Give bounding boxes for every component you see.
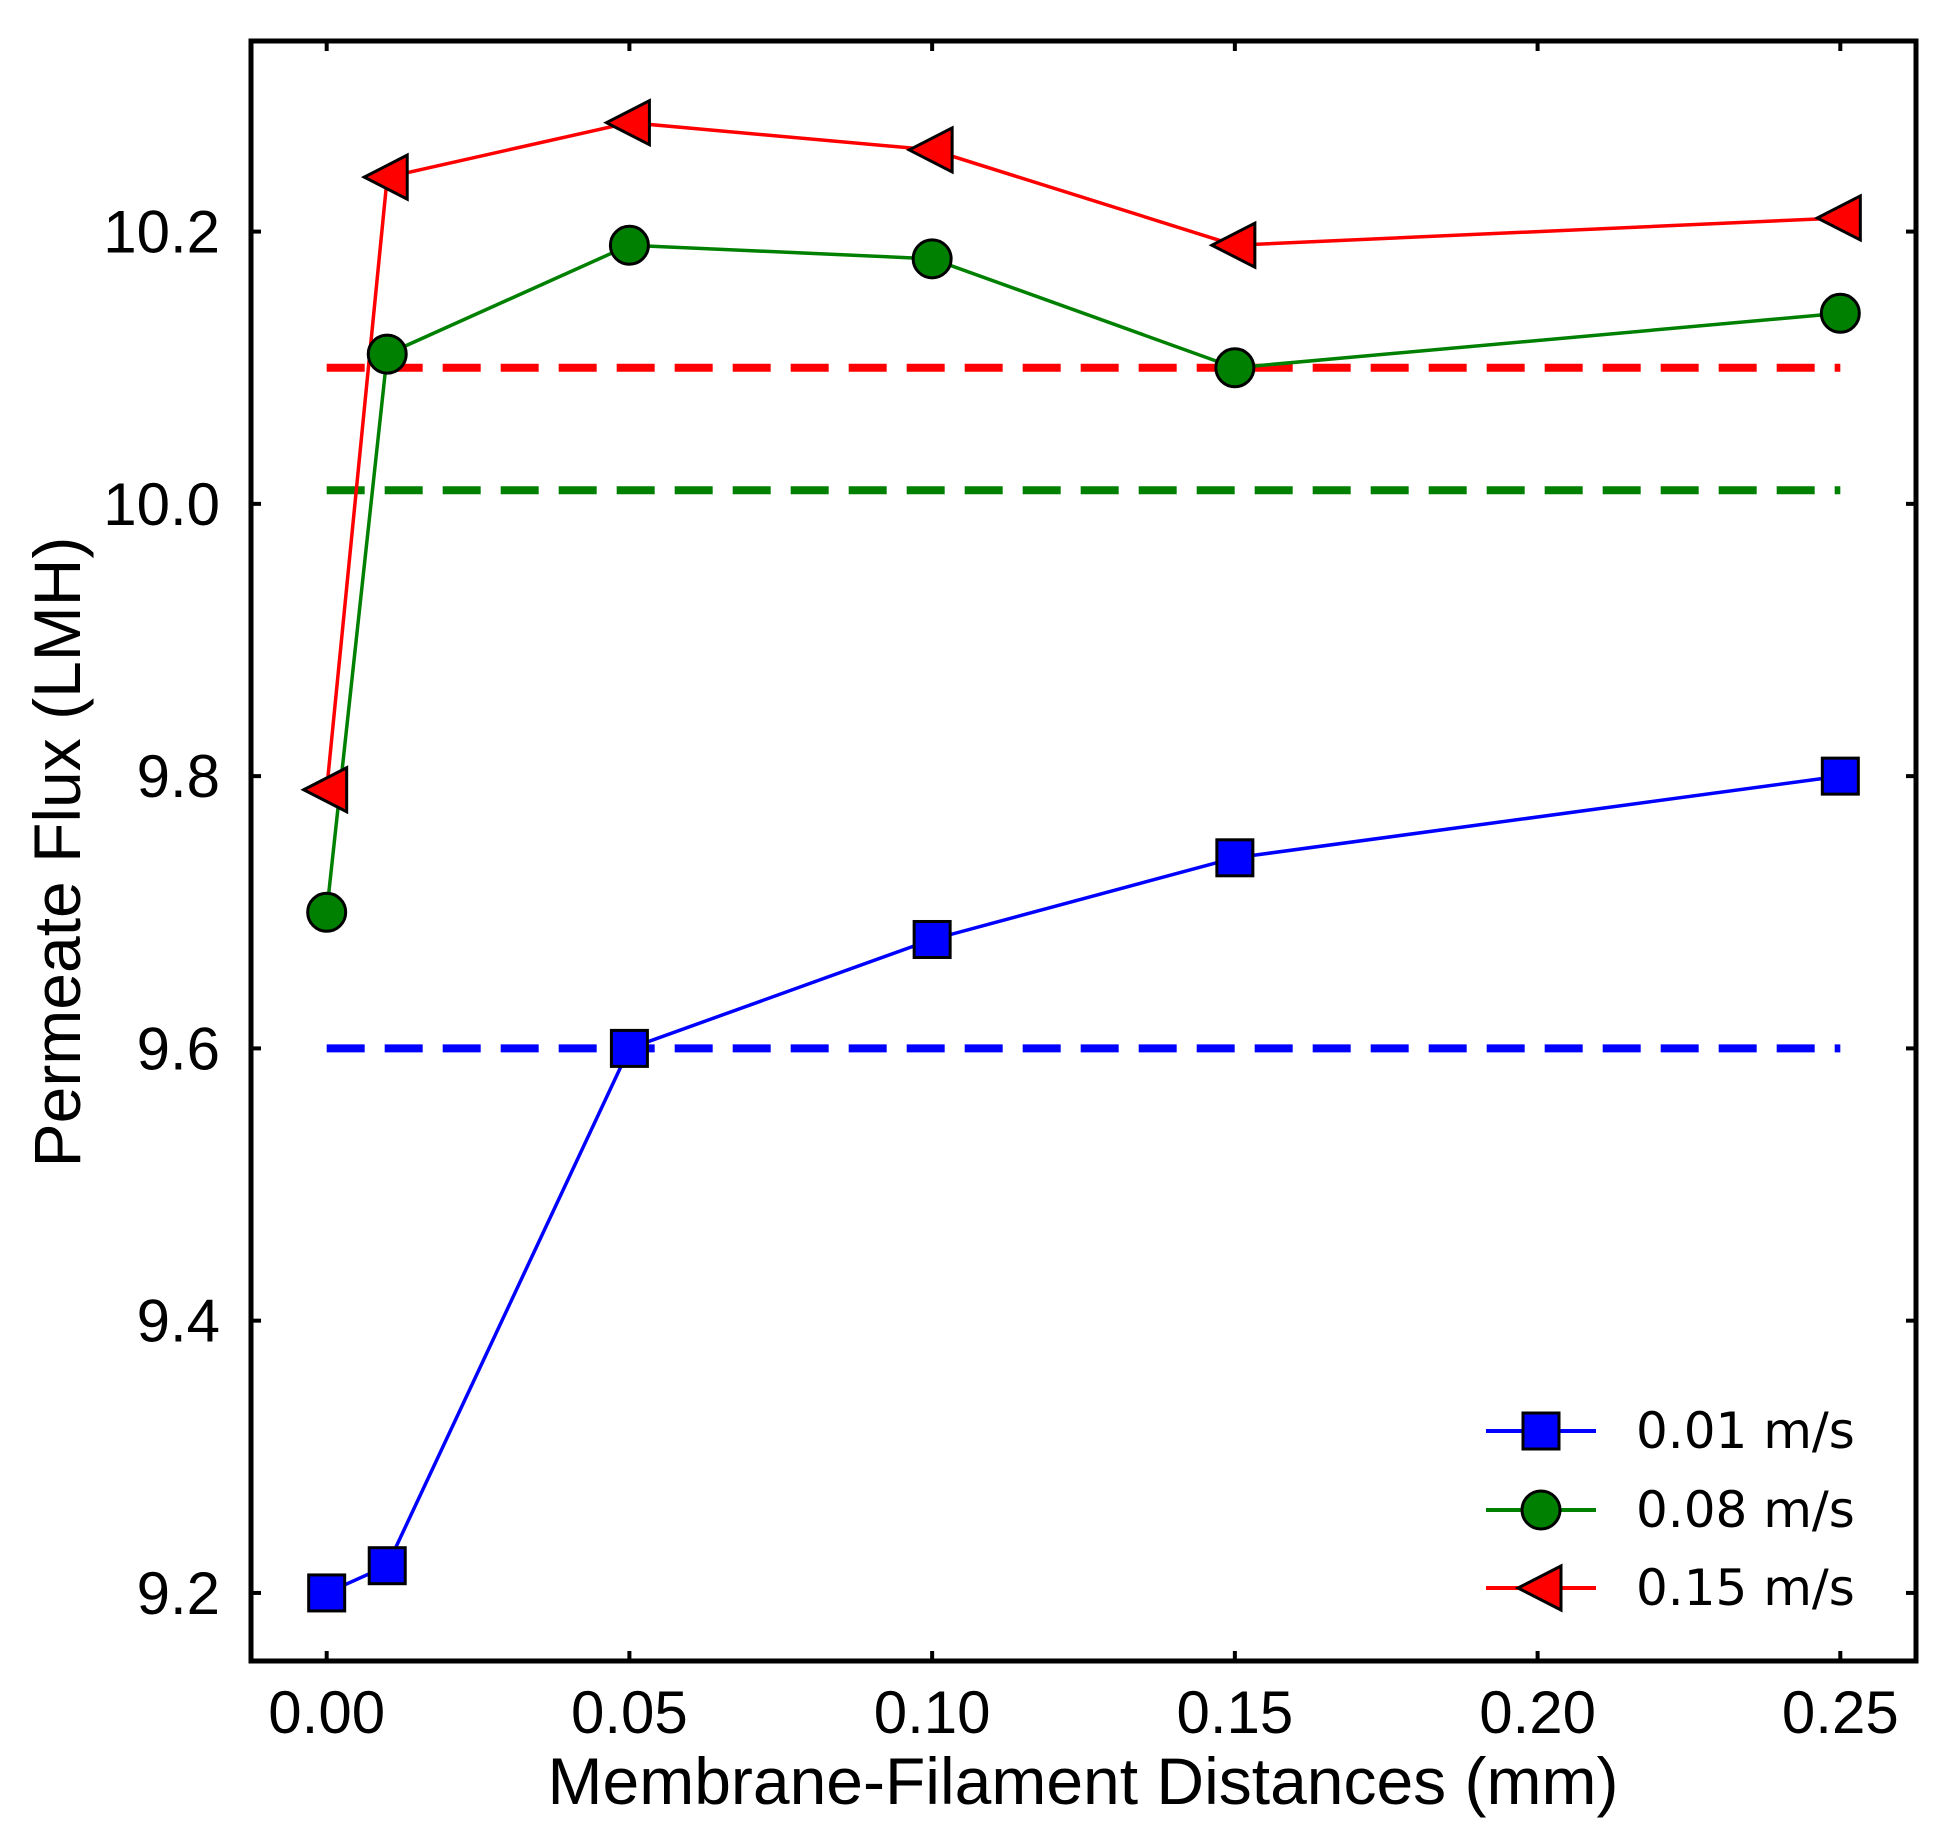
data-point-square	[609, 1028, 649, 1068]
data-point-circle	[1819, 292, 1861, 334]
data-point-square	[912, 919, 952, 959]
legend-label-3: 0.15 m/s	[1636, 1559, 1855, 1617]
y-tick-label: 10.0	[103, 471, 220, 538]
data-point-circle	[306, 891, 348, 933]
tick-labels: 0.00 0.05 0.10 0.15 0.20 0.25 9.2 9.4 9.6 9.8 10.0…	[103, 199, 1898, 1746]
data-point-square	[1820, 756, 1860, 796]
data-point-square	[307, 1573, 347, 1613]
data-point-circle	[608, 224, 650, 266]
data-point-circle	[366, 333, 408, 375]
series-markers	[300, 98, 1862, 1613]
data-point-triangle-left	[1814, 193, 1862, 243]
legend-label-2: 0.08 m/s	[1636, 1481, 1855, 1539]
x-tick-label: 0.25	[1782, 1679, 1899, 1746]
y-tick-label: 9.6	[137, 1015, 220, 1082]
data-point-circle	[911, 238, 953, 280]
series-line-2	[324, 243, 1841, 913]
x-tick-label: 0.00	[268, 1679, 385, 1746]
legend-label-1: 0.01 m/s	[1636, 1402, 1855, 1460]
data-point-triangle-left	[1208, 220, 1257, 270]
x-tick-label: 0.10	[874, 1679, 991, 1746]
x-tick-label: 0.15	[1176, 1679, 1293, 1746]
data-point-triangle-left	[360, 152, 409, 202]
data-point-triangle-left	[603, 98, 651, 148]
x-axis-title: Membrane-Filament Distances (mm)	[548, 1744, 1619, 1818]
y-tick-label: 9.4	[137, 1288, 220, 1355]
x-tick-label: 0.20	[1479, 1679, 1596, 1746]
data-point-triangle-left	[300, 765, 349, 815]
legend-marker-triangle-left	[1514, 1563, 1563, 1613]
legend: 0.01 m/s 0.08 m/s 0.15 m/s	[1486, 1402, 1855, 1617]
y-tick-label: 10.2	[103, 199, 220, 266]
x-tick-label: 0.05	[571, 1679, 688, 1746]
data-point-square	[367, 1546, 407, 1586]
legend-marker-square	[1521, 1411, 1561, 1451]
data-point-circle	[1214, 347, 1256, 389]
reference-lines	[326, 363, 1841, 1053]
y-tick-label: 9.2	[137, 1560, 220, 1627]
y-tick-label: 9.8	[137, 743, 220, 810]
y-axis-title: Permeate Flux (LMH)	[20, 537, 94, 1168]
data-point-square	[1215, 838, 1255, 878]
legend-marker-circle	[1520, 1489, 1562, 1531]
data-point-triangle-left	[905, 125, 954, 175]
plot-frame	[248, 38, 1919, 1664]
series-line-3	[324, 120, 1841, 790]
